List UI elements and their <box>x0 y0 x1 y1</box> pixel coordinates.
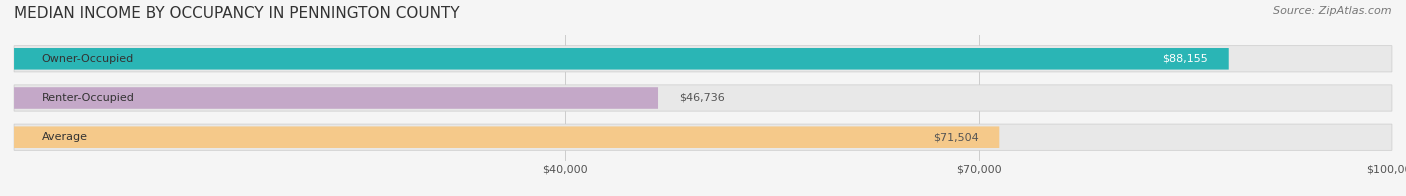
Text: $71,504: $71,504 <box>934 132 979 142</box>
FancyBboxPatch shape <box>14 46 1392 72</box>
Text: $46,736: $46,736 <box>679 93 724 103</box>
Text: Average: Average <box>42 132 87 142</box>
FancyBboxPatch shape <box>14 87 658 109</box>
FancyBboxPatch shape <box>14 85 1392 111</box>
Text: Owner-Occupied: Owner-Occupied <box>42 54 134 64</box>
Text: MEDIAN INCOME BY OCCUPANCY IN PENNINGTON COUNTY: MEDIAN INCOME BY OCCUPANCY IN PENNINGTON… <box>14 6 460 21</box>
Text: Source: ZipAtlas.com: Source: ZipAtlas.com <box>1274 6 1392 16</box>
FancyBboxPatch shape <box>14 126 1000 148</box>
FancyBboxPatch shape <box>14 124 1392 150</box>
FancyBboxPatch shape <box>14 48 1229 70</box>
Text: Renter-Occupied: Renter-Occupied <box>42 93 135 103</box>
Text: $88,155: $88,155 <box>1163 54 1208 64</box>
